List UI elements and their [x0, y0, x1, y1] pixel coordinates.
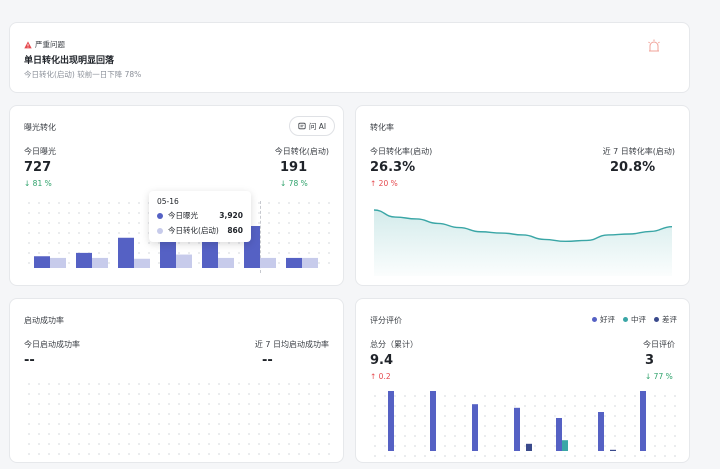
bar-conversion[interactable]	[134, 258, 150, 268]
rating-chart-grid	[370, 391, 678, 461]
tooltip-row-value: 3,920	[219, 211, 243, 220]
bar-exposure[interactable]	[34, 256, 50, 268]
tooltip-dot	[157, 212, 163, 219]
bar-good[interactable]	[556, 418, 562, 451]
week-launch-value: --	[262, 353, 273, 368]
bar-good[interactable]	[430, 391, 436, 451]
rate-card-title: 转化率	[370, 123, 394, 132]
legend-dot	[623, 317, 628, 322]
alert-card: 严重问题 单日转化出现明显回落 今日转化(启动) 较前一日下降 78%	[9, 22, 690, 93]
today-conversion-label: 今日转化(启动)	[274, 147, 329, 156]
bar-mid[interactable]	[562, 440, 568, 451]
alert-title: 单日转化出现明显回落	[24, 56, 115, 66]
rating-bar-chart[interactable]	[370, 391, 678, 463]
bar-conversion[interactable]	[260, 257, 276, 268]
week-launch-label: 近 7 日均启动成功率	[254, 340, 329, 349]
exposure-card-title: 曝光转化	[24, 123, 56, 132]
launch-card: 启动成功率 今日启动成功率 -- 近 7 日均启动成功率 --	[9, 298, 344, 463]
week-rate-value: 20.8%	[610, 160, 656, 175]
tooltip-row-conversion: 今日转化(启动) 860	[157, 225, 243, 236]
rate-card: 转化率 今日转化率(启动) 26.3% ↑ 20 % 近 7 日转化率(启动) …	[355, 105, 690, 286]
rate-line[interactable]	[374, 209, 672, 243]
today-conversion-change: ↓ 78 %	[280, 179, 308, 188]
bar-good[interactable]	[388, 391, 394, 451]
today-exposure-value: 727	[24, 160, 52, 175]
total-score-value: 9.4	[370, 353, 394, 368]
today-review-label: 今日评价	[643, 340, 675, 349]
today-conversion-value: 191	[280, 160, 308, 175]
exposure-card: 曝光转化 问 AI 今日曝光 727 ↓ 81 % 今日转化(启动) 191 ↓…	[9, 105, 344, 286]
bar-good[interactable]	[640, 391, 646, 451]
total-score-change: ↑ 0.2	[370, 372, 391, 381]
tooltip-dot	[157, 227, 163, 234]
bar-bad[interactable]	[526, 443, 532, 451]
legend-bad[interactable]: 差评	[654, 314, 677, 325]
legend-dot	[654, 317, 659, 322]
tooltip-date: 05-16	[157, 197, 179, 206]
today-review-value: 3	[645, 353, 655, 368]
rating-legend: 好评 中评 差评	[584, 314, 677, 325]
bar-conversion[interactable]	[92, 257, 108, 268]
ask-ai-label: 问 AI	[308, 121, 327, 131]
rate-area-chart[interactable]	[374, 206, 672, 276]
tooltip-row-value: 860	[227, 226, 243, 235]
week-rate-label: 近 7 日转化率(启动)	[602, 147, 675, 156]
bar-conversion[interactable]	[176, 254, 192, 268]
alarm-icon[interactable]	[647, 39, 661, 53]
bar-exposure[interactable]	[76, 252, 92, 268]
rating-card: 评分评价 好评 中评 差评 总分（累计） 9.4 ↑ 0.2 今日评价 3 ↓ …	[355, 298, 690, 463]
tooltip-row-label: 今日曝光	[168, 211, 198, 220]
total-score-label: 总分（累计）	[370, 340, 418, 349]
today-rate-label: 今日转化率(启动)	[370, 147, 433, 156]
bar-conversion[interactable]	[218, 257, 234, 268]
hover-guide-line	[260, 201, 261, 273]
alert-level-label: 严重问题	[35, 40, 65, 49]
today-rate-change: ↑ 20 %	[370, 179, 398, 188]
today-review-change: ↓ 77 %	[645, 372, 673, 381]
today-rate-value: 26.3%	[370, 160, 416, 175]
rate-area-fill	[374, 210, 672, 276]
rating-card-title: 评分评价	[370, 316, 402, 325]
bar-exposure[interactable]	[118, 237, 134, 268]
bar-good[interactable]	[598, 412, 604, 451]
today-launch-value: --	[24, 353, 35, 368]
tooltip-row-exposure: 今日曝光 3,920	[157, 210, 243, 221]
legend-good[interactable]: 好评	[592, 314, 615, 325]
alert-desc: 今日转化(启动) 较前一日下降 78%	[24, 70, 142, 79]
chart-tooltip: 05-16 今日曝光 3,920 今日转化(启动) 860	[149, 191, 251, 242]
today-launch-label: 今日启动成功率	[24, 340, 80, 349]
alert-level: 严重问题	[24, 39, 65, 50]
tooltip-row-label: 今日转化(启动)	[168, 226, 219, 235]
warning-icon	[24, 40, 32, 48]
legend-dot	[592, 317, 597, 322]
bar-conversion[interactable]	[50, 257, 66, 268]
ask-ai-button[interactable]: 问 AI	[289, 116, 335, 136]
ai-icon	[298, 122, 306, 130]
bar-bad[interactable]	[610, 449, 616, 451]
launch-chart-grid	[24, 379, 332, 459]
legend-mid[interactable]: 中评	[623, 314, 646, 325]
legend-label: 差评	[662, 315, 677, 324]
bar-conversion[interactable]	[302, 257, 318, 268]
legend-label: 中评	[631, 315, 646, 324]
launch-card-title: 启动成功率	[24, 316, 64, 325]
legend-label: 好评	[600, 315, 615, 324]
bar-good[interactable]	[514, 407, 520, 451]
bar-good[interactable]	[472, 404, 478, 451]
bar-exposure[interactable]	[286, 257, 302, 268]
today-exposure-change: ↓ 81 %	[24, 179, 52, 188]
today-exposure-label: 今日曝光	[24, 147, 56, 156]
